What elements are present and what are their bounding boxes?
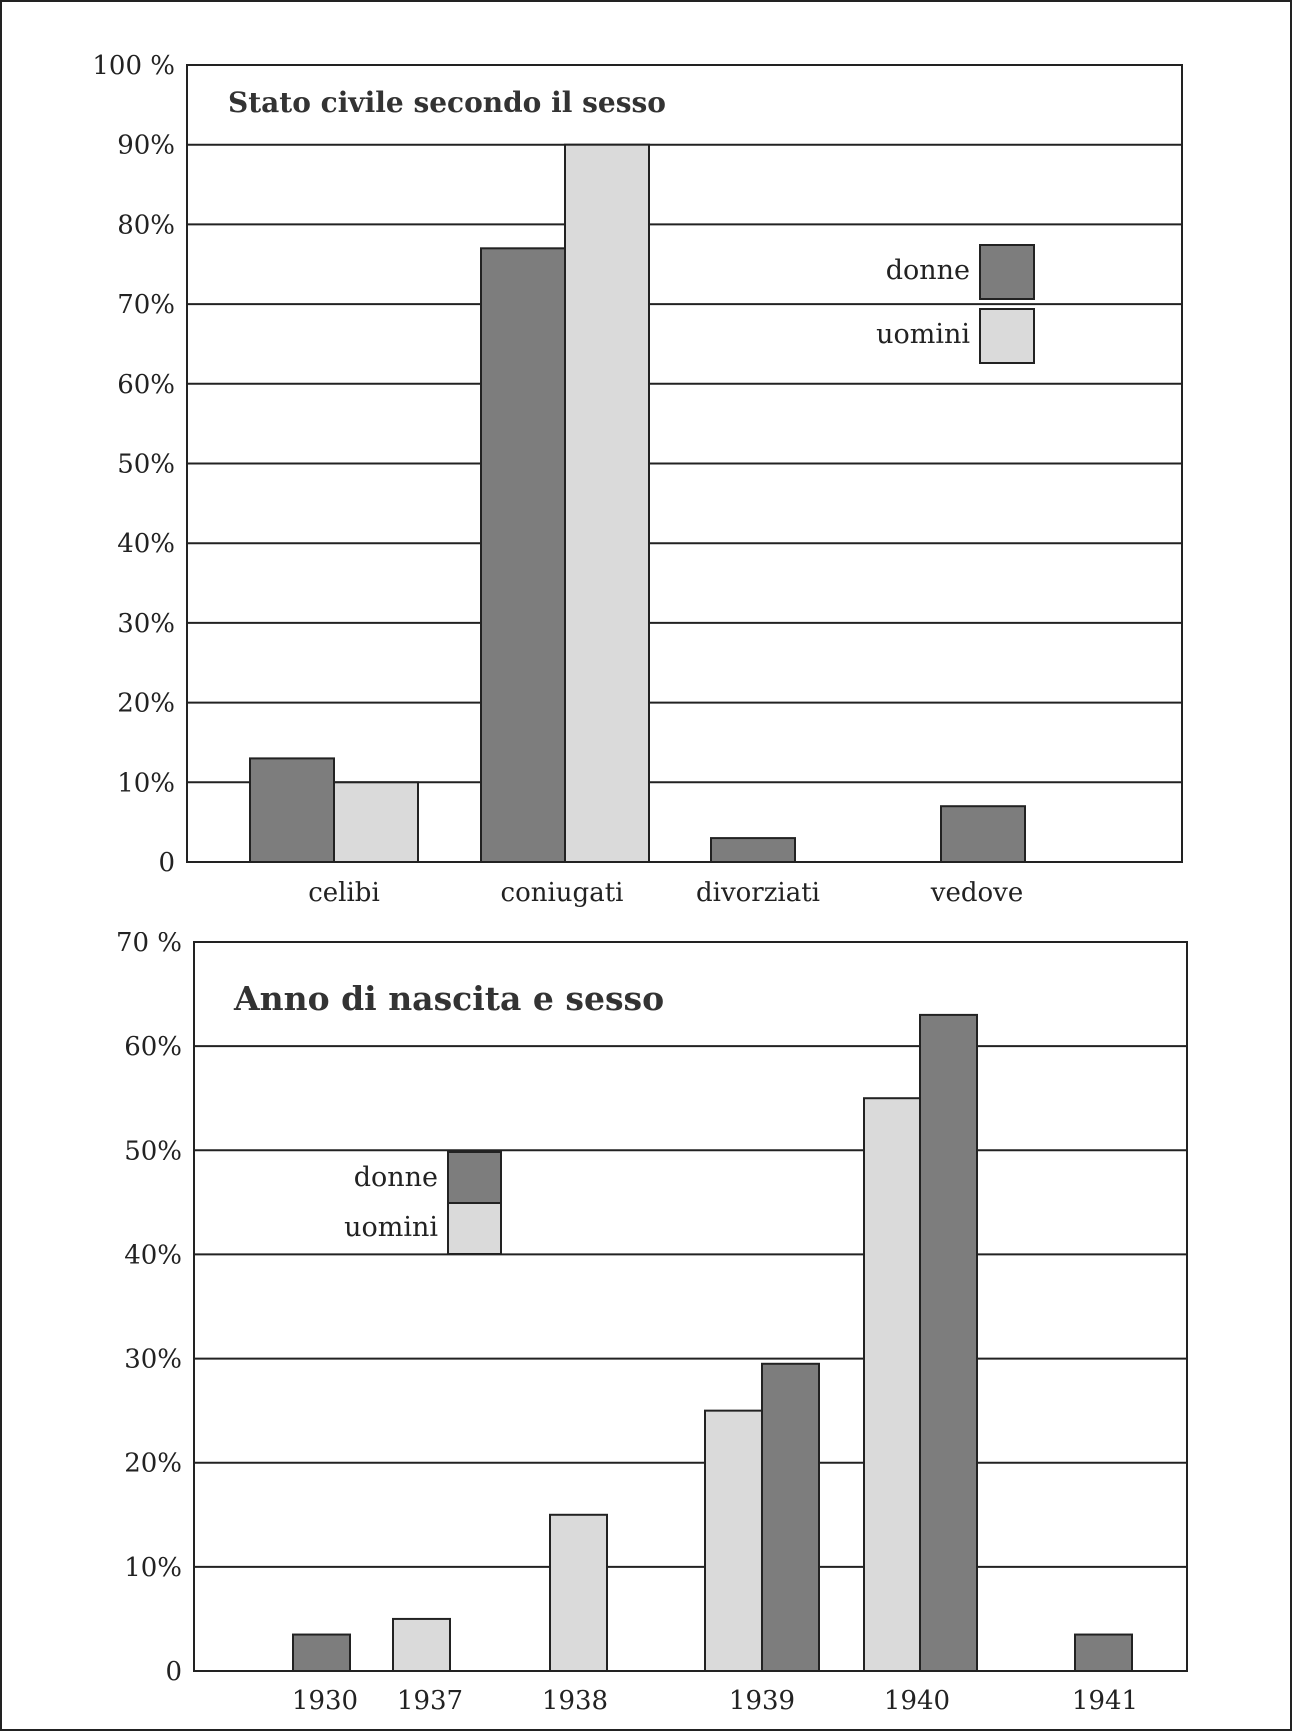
bar-uomini-1937 bbox=[392, 1617, 451, 1673]
chart-anno-di-nascita: 0 10% 20% 30% 40% 50% 60% 70 % 1930 1937 1938 1939 1… bbox=[116, 932, 1188, 1716]
y-tick-label: 40% bbox=[124, 1240, 182, 1270]
y-tick-label: 50% bbox=[124, 1136, 182, 1166]
bar-donne-celibi bbox=[249, 757, 335, 864]
y-tick-label: 10% bbox=[117, 768, 175, 798]
y-tick-label: 60% bbox=[117, 370, 175, 400]
x-tick-label: 1941 bbox=[1072, 1686, 1138, 1716]
bar-donne-vedove bbox=[940, 805, 1026, 864]
x-tick-label: divorziati bbox=[696, 878, 820, 908]
legend-swatch-donne bbox=[447, 1151, 502, 1204]
x-tick-label: 1937 bbox=[397, 1686, 463, 1716]
y-tick-label: 50% bbox=[117, 450, 175, 480]
y-tick-label: 20% bbox=[124, 1449, 182, 1479]
bar-uomini-celibi bbox=[333, 781, 419, 863]
bar-donne-divorziati bbox=[710, 837, 796, 864]
y-tick-label: 0 bbox=[158, 848, 175, 878]
y-tick-label: 100 % bbox=[92, 51, 175, 81]
y-tick-label: 60% bbox=[124, 1032, 182, 1062]
legend-swatch-uomini bbox=[447, 1202, 502, 1255]
bar-uomini-coniugati bbox=[564, 143, 650, 863]
bar-donne-1939 bbox=[761, 1362, 820, 1672]
x-tick-label: 1938 bbox=[542, 1686, 608, 1716]
x-tick-label: celibi bbox=[308, 878, 380, 908]
x-tick-label: vedove bbox=[930, 878, 1023, 908]
chart-stato-civile: 0 10% 20% 30% 40% 50% 60% 70% 80% 90% 100 % celibi c… bbox=[92, 51, 1183, 908]
plot-area bbox=[193, 941, 1188, 1672]
y-tick-label: 70% bbox=[117, 290, 175, 320]
x-tick-label: coniugati bbox=[501, 878, 624, 908]
bar-uomini-1940 bbox=[863, 1097, 922, 1672]
chart-title: Stato civile secondo il sesso bbox=[228, 86, 666, 119]
bar-donne-coniugati bbox=[480, 247, 566, 863]
bar-uomini-1938 bbox=[549, 1513, 608, 1672]
legend-label-uomini: uomini bbox=[876, 319, 970, 350]
x-tick-label: 1940 bbox=[884, 1686, 950, 1716]
bar-donne-1930 bbox=[292, 1633, 351, 1672]
y-tick-label: 40% bbox=[117, 529, 175, 559]
bar-donne-1941 bbox=[1074, 1633, 1133, 1672]
y-tick-label: 80% bbox=[117, 210, 175, 240]
y-tick-label: 0 bbox=[165, 1657, 182, 1687]
chart-title: Anno di nascita e sesso bbox=[233, 979, 664, 1018]
legend-label-donne: donne bbox=[354, 1162, 438, 1193]
x-tick-label: 1930 bbox=[292, 1686, 358, 1716]
legend-label-uomini: uomini bbox=[344, 1212, 438, 1243]
y-tick-label: 30% bbox=[117, 609, 175, 639]
bar-uomini-1939 bbox=[704, 1409, 763, 1672]
y-tick-label: 70 % bbox=[116, 932, 182, 958]
bar-donne-1940 bbox=[919, 1013, 978, 1672]
legend-swatch-uomini bbox=[979, 308, 1035, 364]
y-tick-label: 90% bbox=[117, 131, 175, 161]
y-tick-label: 20% bbox=[117, 689, 175, 719]
legend-label-donne: donne bbox=[886, 255, 970, 286]
x-tick-label: 1939 bbox=[729, 1686, 795, 1716]
legend-swatch-donne bbox=[979, 244, 1035, 300]
y-tick-label: 10% bbox=[124, 1553, 182, 1583]
y-tick-label: 30% bbox=[124, 1345, 182, 1375]
